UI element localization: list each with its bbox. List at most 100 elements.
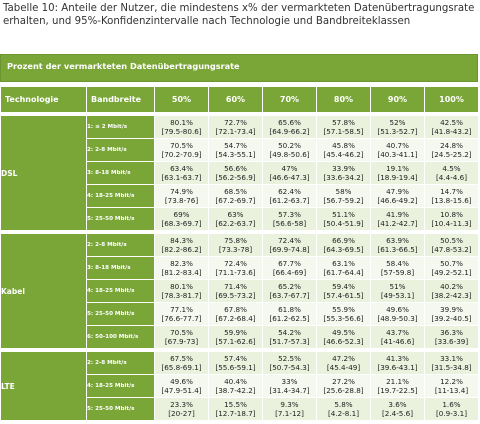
value-cell: 84.3% [82.2-86.2]	[154, 233, 209, 257]
percent-value: 42.5%	[440, 118, 463, 127]
confidence-interval: [56.6-58]	[272, 219, 307, 228]
header-70: 70%	[262, 86, 317, 113]
confidence-interval: [66.4-69]	[272, 268, 307, 277]
table-row: 5: 25-50 Mbit/s 77.1% [76.6-77.7] 67.8% [67.…	[1, 302, 479, 326]
technology-label: LTE	[0, 351, 87, 421]
confidence-interval: [67.2-69.7]	[215, 196, 256, 205]
table-row: 4: 18-25 Mbit/s 74.9% [73.8-76] 68.5% [67.2-…	[1, 184, 479, 208]
confidence-interval: [82.2-86.2]	[161, 245, 202, 254]
table-row: 3: 8-18 Mbit/s 82.3% [81.2-83.4] 72.4% [71.1…	[1, 256, 479, 280]
percent-value: 70.5%	[170, 141, 193, 150]
confidence-interval: [49.2-52.1]	[431, 268, 472, 277]
confidence-interval: [45.4-46.2]	[323, 150, 364, 159]
percent-value: 58.4%	[386, 259, 409, 268]
confidence-interval: [4.4-4.6]	[435, 173, 468, 182]
percent-value: 57.3%	[278, 210, 301, 219]
value-cell: 70.5% [70.2-70.9]	[154, 138, 209, 162]
percent-value: 47%	[281, 164, 298, 173]
value-cell: 27.2% [25.6-28.8]	[316, 374, 371, 398]
bandwidth-label: 5: 25-50 Mbit/s	[86, 207, 155, 231]
value-cell: 9.3% [7.1-12]	[262, 397, 317, 421]
confidence-interval: [61.7-64.4]	[323, 268, 364, 277]
value-cell: 71.4% [69.5-73.2]	[208, 279, 263, 303]
value-cell: 55.9% [55.3-56.6]	[316, 302, 371, 326]
value-cell: 80.1% [79.5-80.6]	[154, 115, 209, 139]
value-cell: 41.9% [41.2-42.7]	[370, 207, 425, 231]
percent-value: 50.7%	[440, 259, 463, 268]
value-cell: 57.8% [57.1-58.5]	[316, 115, 371, 139]
confidence-interval: [67.9-73]	[164, 337, 199, 346]
confidence-interval: [19.7-22.5]	[377, 386, 418, 395]
percent-value: 51%	[389, 282, 406, 291]
percent-value: 71.4%	[224, 282, 247, 291]
percent-value: 52%	[389, 118, 406, 127]
value-cell: 77.1% [76.6-77.7]	[154, 302, 209, 326]
confidence-interval: [63.7-67.7]	[269, 291, 310, 300]
value-cell: 33.1% [31.5-34.8]	[424, 351, 479, 375]
percent-value: 47.9%	[386, 187, 409, 196]
value-cell: 58.4% [57-59.8]	[370, 256, 425, 280]
value-cell: 82.3% [81.2-83.4]	[154, 256, 209, 280]
percent-value: 67.7%	[278, 259, 301, 268]
confidence-interval: [41.2-42.7]	[377, 219, 418, 228]
percent-value: 82.3%	[170, 259, 193, 268]
technology-label: Kabel	[0, 233, 87, 349]
value-cell: 21.1% [19.7-22.5]	[370, 374, 425, 398]
value-cell: 47.2% [45.4-49]	[316, 351, 371, 375]
percent-value: 80.1%	[170, 282, 193, 291]
confidence-interval: [47.9-51.4]	[161, 386, 202, 395]
confidence-interval: [46.6-47.3]	[269, 173, 310, 182]
value-cell: 52.5% [50.7-54.3]	[262, 351, 317, 375]
confidence-interval: [61.3-66.5]	[377, 245, 418, 254]
table-row: 2: 2-8 Mbit/s 70.5% [70.2-70.9] 54.7% [54.3-…	[1, 138, 479, 162]
percent-value: 45.8%	[332, 141, 355, 150]
value-cell: 72.4% [69.9-74.8]	[262, 233, 317, 257]
confidence-interval: [55.3-56.6]	[323, 314, 364, 323]
confidence-interval: [47.8-53.2]	[431, 245, 472, 254]
percent-value: 33.1%	[440, 354, 463, 363]
percent-value: 49.5%	[332, 328, 355, 337]
percent-value: 74.9%	[170, 187, 193, 196]
confidence-interval: [31.4-34.7]	[269, 386, 310, 395]
confidence-interval: [49.8-50.6]	[269, 150, 310, 159]
percent-value: 72.4%	[278, 236, 301, 245]
value-cell: 52% [51.3-52.7]	[370, 115, 425, 139]
value-cell: 65.2% [63.7-67.7]	[262, 279, 317, 303]
percent-value: 58%	[335, 187, 352, 196]
bandwidth-label: 4: 18-25 Mbit/s	[86, 184, 155, 208]
header-90: 90%	[370, 86, 425, 113]
confidence-interval: [25.6-28.8]	[323, 386, 364, 395]
percent-value: 56.6%	[224, 164, 247, 173]
percent-value: 57.4%	[224, 354, 247, 363]
bandwidth-label: 4: 18-25 Mbit/s	[86, 279, 155, 303]
confidence-interval: [57-59.8]	[380, 268, 415, 277]
bandwidth-label: 1: ≤ 2 Mbit/s	[86, 115, 155, 139]
confidence-interval: [33.6-39]	[434, 337, 469, 346]
confidence-interval: [54.3-55.1]	[215, 150, 256, 159]
confidence-interval: [62.2-63.7]	[215, 219, 256, 228]
bandwidth-label: 2: 2-8 Mbit/s	[86, 138, 155, 162]
percent-value: 10.8%	[440, 210, 463, 219]
value-cell: 41.3% [39.6-43.1]	[370, 351, 425, 375]
table-title: Prozent der vermarkteten Datenübertragun…	[0, 54, 478, 82]
table-title-text: Prozent der vermarkteten Datenübertragun…	[7, 61, 240, 71]
value-cell: 47% [46.6-47.3]	[262, 161, 317, 185]
value-cell: 72.7% [72.1-73.4]	[208, 115, 263, 139]
value-cell: 63.4% [63.1-63.7]	[154, 161, 209, 185]
value-cell: 49.5% [46.6-52.3]	[316, 325, 371, 349]
percent-value: 67.8%	[224, 305, 247, 314]
confidence-interval: [41-46.6]	[380, 337, 415, 346]
value-cell: 69% [68.3-69.7]	[154, 207, 209, 231]
value-cell: 19.1% [18.9-19.4]	[370, 161, 425, 185]
value-cell: 33.9% [33.6-34.2]	[316, 161, 371, 185]
confidence-interval: [76.6-77.7]	[161, 314, 202, 323]
table-row: DSL 1: ≤ 2 Mbit/s 80.1% [79.5-80.6] 72.7% [72…	[0, 115, 479, 231]
confidence-interval: [50.4-51.9]	[323, 219, 364, 228]
percent-value: 63%	[227, 210, 244, 219]
value-cell: 39.9% [39.2-40.5]	[424, 302, 479, 326]
confidence-interval: [64.9-66.2]	[269, 127, 310, 136]
percent-value: 72.4%	[224, 259, 247, 268]
confidence-interval: [13.8-15.6]	[431, 196, 472, 205]
confidence-interval: [79.5-80.6]	[161, 127, 202, 136]
bandwidth-label: 6: 50-100 Mbit/s	[86, 325, 155, 349]
